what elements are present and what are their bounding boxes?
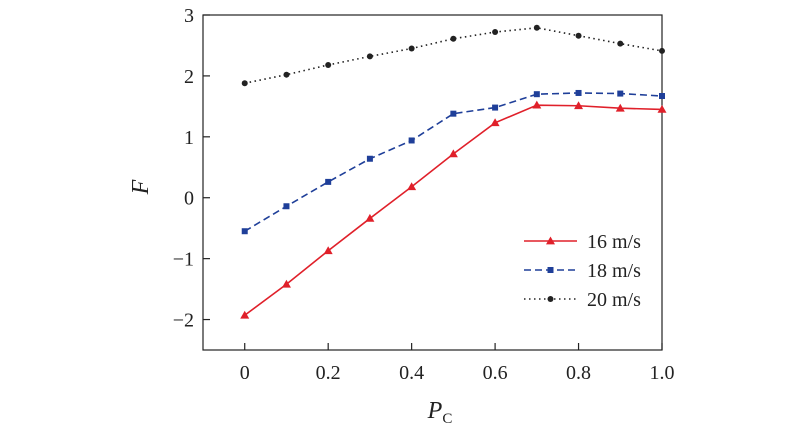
data-point <box>281 279 291 288</box>
legend-label: 20 m/s <box>587 289 641 311</box>
data-point <box>407 182 417 191</box>
data-point <box>575 89 582 96</box>
data-point <box>323 246 333 255</box>
data-point <box>533 91 540 98</box>
legend: 16 m/s 18 m/s 20 m/s <box>524 231 641 311</box>
data-point <box>241 80 248 87</box>
data-point <box>241 228 248 235</box>
series-line <box>244 92 663 232</box>
data-point <box>659 47 665 54</box>
data-point <box>492 29 499 36</box>
data-point <box>490 118 500 127</box>
legend-item: 18 m/s <box>524 260 641 282</box>
series-1 <box>241 89 665 235</box>
data-point <box>659 93 665 100</box>
series-line <box>244 104 663 316</box>
data-point <box>575 32 582 39</box>
data-point <box>617 90 624 97</box>
data-point <box>450 35 457 42</box>
data-point <box>283 71 290 78</box>
series-0 <box>240 100 667 319</box>
y-tick-label: −1 <box>173 249 194 271</box>
y-tick-label: 2 <box>184 66 194 88</box>
series-line <box>244 26 663 85</box>
y-axis-label: F <box>128 179 154 195</box>
data-point <box>450 110 457 117</box>
data-point <box>366 53 373 60</box>
x-tick-label: 0.6 <box>483 362 508 384</box>
x-axis-label-main: P <box>427 398 443 424</box>
legend-item: 16 m/s <box>524 231 641 253</box>
x-tick-label: 0 <box>240 362 250 384</box>
y-tick-label: 3 <box>184 5 194 27</box>
axis-labels: PC F <box>128 179 452 427</box>
y-tick-label: 0 <box>184 188 194 210</box>
data-point <box>408 45 415 52</box>
legend-item: 20 m/s <box>524 289 641 311</box>
axes: 0 0.2 0.4 0.6 0.8 1.0 −2 −1 0 1 2 3 <box>173 5 675 384</box>
data-point <box>448 149 458 158</box>
series-layer <box>240 24 667 319</box>
legend-marker <box>547 296 554 302</box>
data-point <box>532 100 542 109</box>
data-point <box>657 104 667 113</box>
x-axis-label: PC <box>427 398 453 427</box>
data-point <box>615 103 625 112</box>
data-point <box>533 24 540 31</box>
data-point <box>617 40 624 47</box>
data-point <box>325 61 332 68</box>
data-point <box>408 137 415 144</box>
y-tick-label: −2 <box>173 310 194 332</box>
legend-marker <box>546 236 555 245</box>
data-point <box>283 203 290 210</box>
legend-label: 16 m/s <box>587 231 641 253</box>
data-point <box>492 104 499 111</box>
data-point <box>365 213 375 222</box>
data-point <box>240 310 250 319</box>
data-point <box>325 178 332 185</box>
x-tick-label: 1.0 <box>650 362 675 384</box>
plot-frame <box>202 14 663 351</box>
x-tick-label: 0.4 <box>399 362 424 384</box>
series-2 <box>241 24 665 87</box>
y-tick-label: 1 <box>184 127 194 149</box>
x-axis-label-subscript: C <box>442 411 452 427</box>
data-point <box>574 101 584 110</box>
x-tick-label: 0.2 <box>316 362 341 384</box>
data-point <box>366 155 373 162</box>
legend-label: 18 m/s <box>587 260 641 282</box>
x-tick-label: 0.8 <box>566 362 591 384</box>
legend-marker <box>547 267 554 273</box>
